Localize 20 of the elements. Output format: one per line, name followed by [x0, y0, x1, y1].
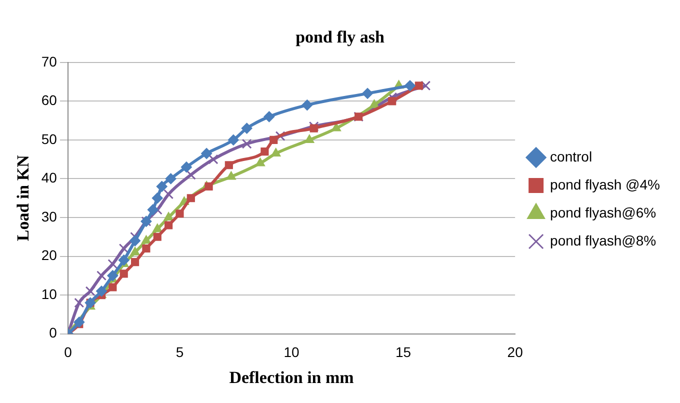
legend-label: pond flyash@6% — [550, 204, 656, 220]
y-axis-title: Load in KN — [14, 154, 33, 242]
legend-label: pond flyash @4% — [550, 176, 660, 192]
y-tick-label: 20 — [41, 247, 58, 264]
legend-label: pond flyash@8% — [550, 232, 656, 248]
x-tick-label: 0 — [64, 344, 72, 360]
y-tick-label: 10 — [41, 286, 58, 302]
legend-label: control — [550, 148, 592, 164]
x-axis-title: Deflection in mm — [229, 368, 354, 388]
y-tick-label: 40 — [41, 170, 58, 186]
y-tick-label: 50 — [41, 130, 58, 147]
x-tick-label: 15 — [395, 344, 412, 360]
x-tick-label: 5 — [176, 344, 184, 360]
chart-title: pond fly ash — [296, 28, 385, 47]
y-tick-label: 60 — [41, 92, 58, 108]
y-tick-label: 70 — [41, 53, 58, 70]
y-tick-label: 0 — [49, 324, 58, 341]
x-tick-label: 10 — [284, 344, 300, 360]
y-tick-label: 30 — [41, 208, 58, 224]
x-tick-label: 20 — [507, 344, 524, 360]
